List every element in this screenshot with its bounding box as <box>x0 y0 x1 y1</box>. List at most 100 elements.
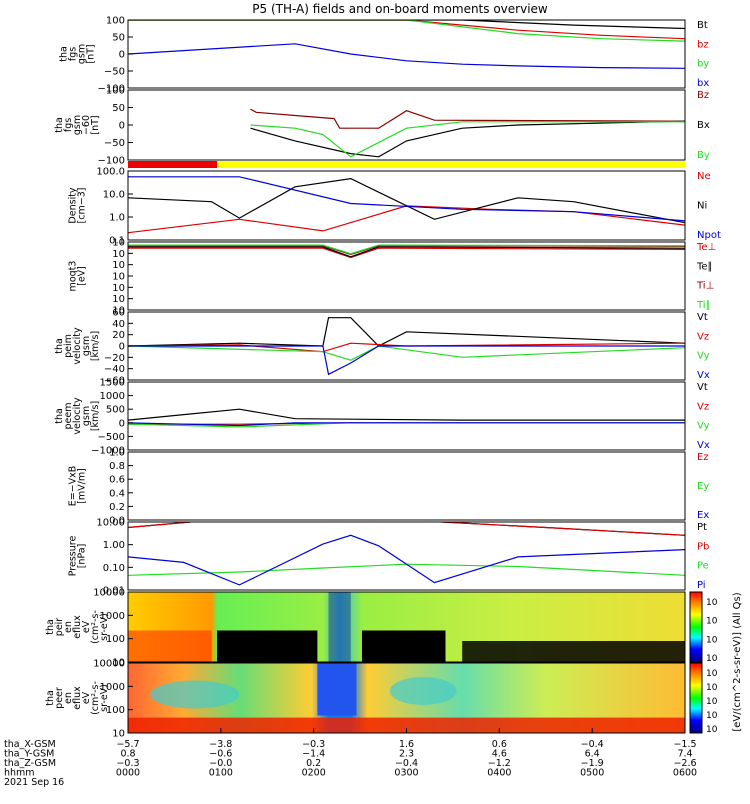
mode-bar-segment <box>217 161 685 168</box>
series-line <box>128 422 685 427</box>
ytick-label: 0.4 <box>109 488 125 499</box>
axis-row-value: −0.3 <box>302 739 325 750</box>
panel-10: 10000 1000 100 10 thapeerenefluxeV(cm²-s-sr-… <box>45 659 718 740</box>
axis-row-label: tha_Z-GSM <box>4 758 56 769</box>
y-axis-label-line: [km/s] <box>90 331 101 361</box>
colorbar-tick: 10 <box>706 683 718 693</box>
colorbar-tick: 10 <box>706 669 718 679</box>
axis-row-value: 0600 <box>673 768 697 779</box>
series-line <box>128 20 685 30</box>
axis-row-value: −1.4 <box>302 749 325 760</box>
y-axis-label: Pressure[nPa] <box>68 536 88 577</box>
legend-entry: by <box>697 59 709 70</box>
y-axis-label: thafgsgsm−60[nT] <box>54 115 101 135</box>
y-axis-label-line: Pressure <box>68 536 79 577</box>
axis-row-value: 0200 <box>302 768 326 779</box>
spectrogram-band <box>150 680 240 709</box>
axis-row-value: −0.4 <box>581 739 604 750</box>
y-axis-label-line: E=−VxB <box>68 466 79 507</box>
y-axis-label-line: velocity <box>72 397 83 435</box>
series-line <box>128 20 685 42</box>
axis-row-value: 0.2 <box>306 758 321 769</box>
y-axis-label-line: [km/s] <box>90 401 101 431</box>
ytick-label: 50 <box>112 103 125 114</box>
y-axis-label: thapeimvelocitygsm[km/s] <box>54 327 101 365</box>
y-axis-label-line: gsm <box>81 406 92 426</box>
legend-entry: Vz <box>697 401 709 412</box>
page-title: P5 (TH-A) fields and on-board moments ov… <box>252 2 548 16</box>
y-axis-label-line: eV <box>81 620 92 633</box>
panel-1: 100 50 0 −50 −100 thafgsgsm−60[nT] Bz Bx By <box>54 86 710 167</box>
y-axis-label-line: peim <box>63 334 74 358</box>
ytick-label: −20 <box>104 353 125 364</box>
spectrogram-fill-gap <box>217 630 318 662</box>
ytick-label: 10 <box>112 249 125 260</box>
axis-row-value: −0.6 <box>209 749 232 760</box>
mode-bar-segment <box>128 161 218 168</box>
ytick-label: 1000 <box>100 682 125 693</box>
axis-row-value: 0500 <box>580 768 604 779</box>
series-line <box>128 534 685 586</box>
ytick-label: 10000 <box>93 659 125 670</box>
y-axis-label-line: [cm−3] <box>77 188 88 224</box>
ytick-label: 0.2 <box>109 502 125 513</box>
panels-group: 100500−50−100thafgsgsm[nT]Btbzbybx100500… <box>45 16 743 740</box>
panel-frame <box>127 89 686 161</box>
panel-frame <box>127 381 686 451</box>
panel-frame <box>127 591 686 663</box>
ytick-label: 0.10 <box>103 563 125 574</box>
y-axis-label-line: eflux <box>72 615 83 639</box>
y-axis-label-line: peir <box>54 618 65 637</box>
ytick-label: −1000 <box>91 446 125 457</box>
spectrogram-band <box>317 663 357 716</box>
axis-row-label: tha_X-GSM <box>4 739 56 750</box>
axis-row-value: −2.6 <box>673 758 696 769</box>
axis-row-value: −1.2 <box>488 758 511 769</box>
legend-entry: bx <box>697 78 709 89</box>
series-line <box>128 244 685 255</box>
axis-row-value: 0.8 <box>120 749 135 760</box>
series-line <box>250 121 685 158</box>
y-axis-label-line: tha <box>45 690 56 706</box>
series-line <box>128 246 685 258</box>
y-axis-label-line: tha <box>54 338 65 354</box>
colorbar-tick: 10 <box>706 697 718 707</box>
axis-row-value: −0.0 <box>209 758 232 769</box>
panel-3: 100.0 10.0 1.0 0.1 Density[cm−3] Ne Ni Npot <box>68 167 721 247</box>
y-axis-label-line: eV <box>81 691 92 704</box>
spectrogram-band <box>328 592 351 662</box>
legend-entry: Vx <box>697 440 710 451</box>
axis-date: 2021 Sep 16 <box>4 777 64 788</box>
colorbar <box>690 663 702 733</box>
axis-row-value: 0.6 <box>492 739 507 750</box>
legend-entry: Pt <box>697 522 707 533</box>
y-axis-label-line: moqt3 <box>68 261 79 292</box>
series-line <box>128 43 685 69</box>
ytick-label: 10 <box>112 260 125 271</box>
spectrogram-fill-gap <box>462 641 685 662</box>
series-line <box>128 563 685 576</box>
ytick-label: −100 <box>98 156 125 167</box>
axis-row-value: 0400 <box>487 768 511 779</box>
series-group <box>128 317 685 376</box>
spectrogram-band <box>389 677 457 705</box>
y-axis-label-line: sr-eV) <box>99 684 110 712</box>
y-axis-label: thapeerenefluxeV(cm²-s-sr-eV) <box>45 681 110 715</box>
colorbar <box>690 592 702 662</box>
axis-row-value: 0000 <box>116 768 140 779</box>
axis-row-value: −1.5 <box>673 739 696 750</box>
axis-row-value: 0300 <box>394 768 418 779</box>
colorbar-frame <box>689 591 703 663</box>
y-axis-label-line: Density <box>68 187 79 223</box>
y-axis-label-line: tha <box>45 619 56 635</box>
panel-frame <box>127 241 686 311</box>
y-axis-label-line: (cm²-s- <box>90 610 101 644</box>
ytick-label: 1000 <box>100 611 125 622</box>
legend-entry: Vz <box>697 331 709 342</box>
series-line <box>128 205 685 234</box>
axis-row-value: −1.9 <box>581 758 604 769</box>
ytick-label: 10 <box>112 283 125 294</box>
ytick-label: 10 <box>112 729 125 740</box>
colorbar-frame <box>689 662 703 734</box>
y-axis-label-line: [nT] <box>90 115 101 134</box>
